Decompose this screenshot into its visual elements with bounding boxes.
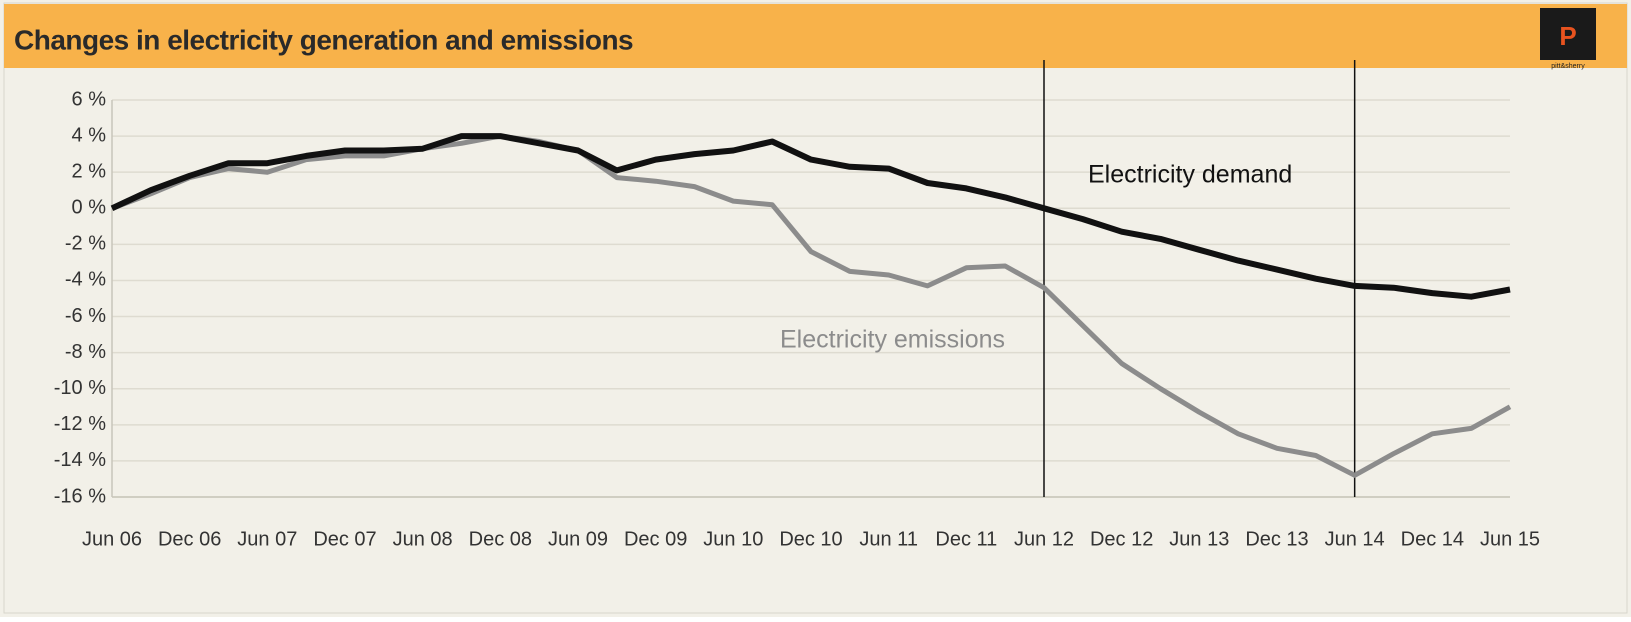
- y-tick-label: -12 %: [54, 413, 106, 435]
- x-tick-label: Jun 14: [1325, 528, 1385, 550]
- x-tick-label: Jun 12: [1014, 528, 1074, 550]
- logo-text: pitt&sherry: [1551, 63, 1585, 70]
- y-tick-label: -14 %: [54, 449, 106, 471]
- y-tick-label: -4 %: [65, 269, 106, 291]
- x-tick-label: Dec 12: [1090, 528, 1153, 550]
- x-tick-label: Dec 07: [313, 528, 376, 550]
- x-tick-label: Dec 08: [469, 528, 532, 550]
- y-tick-label: -16 %: [54, 485, 106, 507]
- x-tick-label: Dec 09: [624, 528, 687, 550]
- y-tick-label: -10 %: [54, 377, 106, 399]
- y-tick-label: -2 %: [65, 233, 106, 255]
- x-tick-label: Jun 07: [237, 528, 297, 550]
- y-tick-label: -6 %: [65, 305, 106, 327]
- x-tick-label: Jun 13: [1169, 528, 1229, 550]
- y-tick-label: 4 %: [72, 124, 107, 146]
- x-tick-label: Dec 06: [158, 528, 221, 550]
- chart-title: Changes in electricity generation and em…: [14, 24, 633, 55]
- y-tick-label: -8 %: [65, 341, 106, 363]
- x-tick-label: Dec 10: [779, 528, 842, 550]
- x-tick-label: Dec 11: [935, 528, 997, 550]
- x-tick-label: Jun 10: [703, 528, 763, 550]
- title-bar: [4, 4, 1627, 68]
- series-line: [110, 133, 1511, 300]
- x-tick-label: Jun 15: [1480, 528, 1540, 550]
- frame: [3, 2, 1628, 614]
- x-tick-label: Jun 11: [859, 528, 918, 550]
- y-tick-label: 2 %: [72, 160, 107, 182]
- series-line: [111, 133, 1512, 478]
- x-tick-label: Jun 06: [82, 528, 142, 550]
- series-label: Electricity emissions: [780, 326, 1005, 354]
- x-tick-label: Jun 09: [548, 528, 608, 550]
- x-tick-label: Jun 08: [393, 528, 453, 550]
- x-tick-label: Dec 13: [1245, 528, 1308, 550]
- logo-mark: P: [1559, 21, 1576, 51]
- y-tick-label: 6 %: [72, 88, 107, 110]
- x-tick-label: Dec 14: [1401, 528, 1464, 550]
- series-label: Electricity demand: [1088, 161, 1292, 189]
- logo-box: [1540, 8, 1596, 60]
- y-tick-label: 0 %: [72, 197, 107, 219]
